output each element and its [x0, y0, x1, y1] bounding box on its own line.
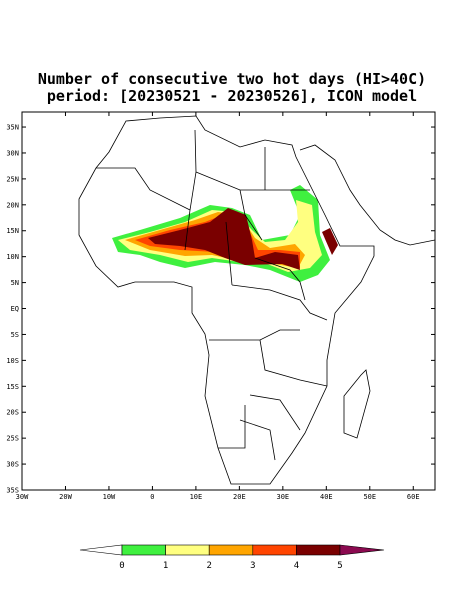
x-tick-label: 20W	[59, 493, 72, 501]
colorbar-segment	[252, 544, 297, 556]
y-tick-label: 30S	[6, 461, 19, 469]
x-tick-label: 10E	[190, 493, 203, 501]
x-tick-label: 10W	[103, 493, 116, 501]
y-tick-label: 35S	[6, 487, 19, 495]
x-tick-label: 30W	[16, 493, 29, 501]
map-subtitle: period: [20230521 - 20230526], ICON mode…	[47, 87, 417, 105]
y-tick-label: 30N	[6, 149, 19, 157]
y-tick-label: 15S	[6, 383, 19, 391]
colorbar-under	[79, 544, 123, 556]
colorbar-label: 5	[337, 561, 342, 571]
y-tick-label: 20S	[6, 409, 19, 417]
y-tick-label: 5S	[11, 331, 19, 339]
colorbar-over	[339, 544, 385, 556]
colorbar-label: 2	[206, 561, 211, 571]
x-tick-label: 40E	[320, 493, 333, 501]
colorbar-segment	[296, 544, 341, 556]
map-frame	[21, 111, 436, 491]
y-tick-label: 10S	[6, 357, 19, 365]
colorbar-segment	[121, 544, 166, 556]
map-area	[21, 111, 436, 491]
x-tick-label: 50E	[363, 493, 376, 501]
colorbar-segment	[165, 544, 210, 556]
y-tick-label: 25N	[6, 175, 19, 183]
x-tick-label: 20E	[233, 493, 246, 501]
y-tick-label: 5N	[11, 279, 19, 287]
heat-shading	[112, 185, 338, 282]
y-tick-label: 25S	[6, 435, 19, 443]
colorbar-label: 1	[163, 561, 168, 571]
y-tick-label: 15N	[6, 227, 19, 235]
map-title: Number of consecutive two hot days (HI>4…	[38, 70, 426, 88]
axis-ticks: 30W 20W 10W 0 10E 20E 30E 40E 50E 60E 35N 30N 25N 20N…	[6, 112, 435, 501]
coastlines	[78, 115, 436, 485]
x-tick-label: 30E	[277, 493, 290, 501]
y-tick-label: 35N	[6, 124, 19, 132]
x-tick-label: 0	[150, 493, 154, 501]
y-tick-label: 20N	[6, 201, 19, 209]
colorbar: 0 1 2 3 4 5	[79, 544, 385, 571]
colorbar-label: 0	[119, 561, 124, 571]
y-tick-label: 10N	[6, 253, 19, 261]
colorbar-label: 3	[250, 561, 255, 571]
colorbar-label: 4	[294, 561, 299, 571]
y-tick-label: EQ	[11, 305, 19, 313]
x-tick-label: 60E	[407, 493, 420, 501]
colorbar-segment	[208, 544, 254, 556]
